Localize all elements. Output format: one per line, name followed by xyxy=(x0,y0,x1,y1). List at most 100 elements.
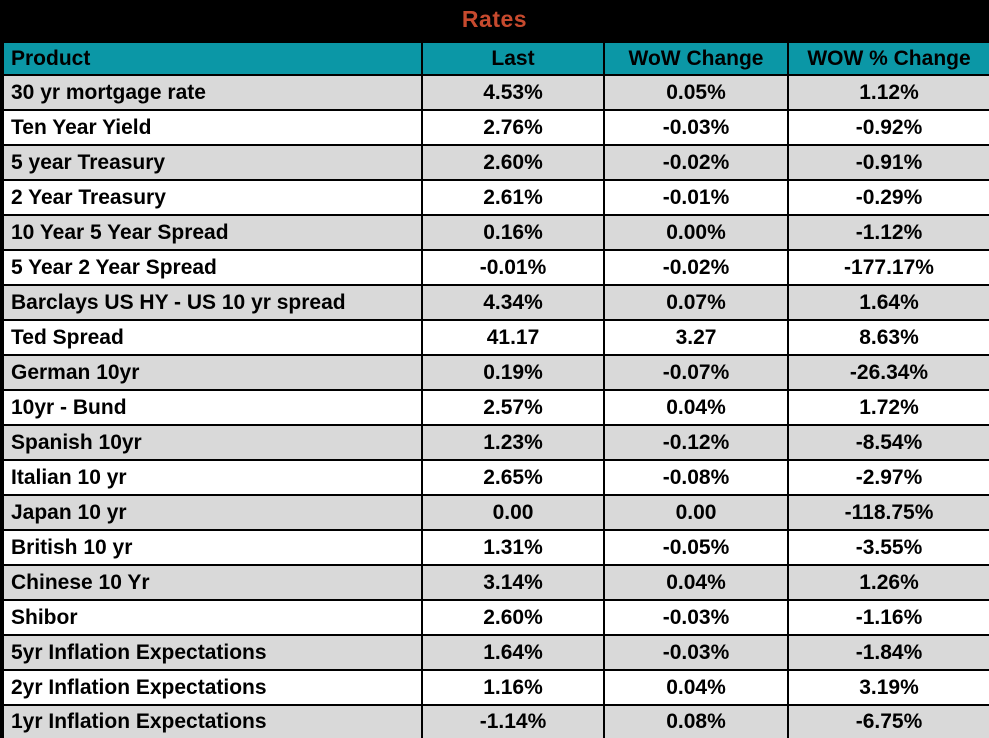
wow-pct-change-cell: 1.64% xyxy=(787,284,989,321)
table-row: 30 yr mortgage rate 4.53% 0.05% 1.12% xyxy=(1,74,989,111)
table-row: 2 Year Treasury 2.61% -0.01% -0.29% xyxy=(1,179,989,216)
wow-change-cell: -0.02% xyxy=(603,144,789,181)
last-cell: 2.65% xyxy=(421,459,605,496)
table-row: 1yr Inflation Expectations -1.14% 0.08% … xyxy=(1,704,989,738)
product-cell: 10yr - Bund xyxy=(1,389,423,426)
product-cell: Italian 10 yr xyxy=(1,459,423,496)
wow-pct-change-cell: -6.75% xyxy=(787,704,989,738)
wow-pct-change-cell: 8.63% xyxy=(787,319,989,356)
column-header-last: Last xyxy=(421,40,605,76)
last-cell: 1.16% xyxy=(421,669,605,706)
product-cell: Barclays US HY - US 10 yr spread xyxy=(1,284,423,321)
product-cell: 5 Year 2 Year Spread xyxy=(1,249,423,286)
last-cell: 2.76% xyxy=(421,109,605,146)
last-cell: 0.19% xyxy=(421,354,605,391)
wow-change-cell: -0.02% xyxy=(603,249,789,286)
wow-pct-change-cell: -3.55% xyxy=(787,529,989,566)
product-cell: 5 year Treasury xyxy=(1,144,423,181)
wow-change-cell: 0.05% xyxy=(603,74,789,111)
table-row: 5yr Inflation Expectations 1.64% -0.03% … xyxy=(1,634,989,671)
table-row: German 10yr 0.19% -0.07% -26.34% xyxy=(1,354,989,391)
last-cell: 2.61% xyxy=(421,179,605,216)
last-cell: 0.00 xyxy=(421,494,605,531)
wow-pct-change-cell: 1.26% xyxy=(787,564,989,601)
wow-change-cell: 3.27 xyxy=(603,319,789,356)
product-cell: German 10yr xyxy=(1,354,423,391)
wow-change-cell: -0.03% xyxy=(603,599,789,636)
table-row: Ted Spread 41.17 3.27 8.63% xyxy=(1,319,989,356)
wow-change-cell: 0.04% xyxy=(603,389,789,426)
wow-pct-change-cell: -2.97% xyxy=(787,459,989,496)
table-row: Chinese 10 Yr 3.14% 0.04% 1.26% xyxy=(1,564,989,601)
wow-pct-change-cell: -1.16% xyxy=(787,599,989,636)
product-cell: Japan 10 yr xyxy=(1,494,423,531)
wow-pct-change-cell: -0.92% xyxy=(787,109,989,146)
wow-change-cell: -0.05% xyxy=(603,529,789,566)
wow-pct-change-cell: -1.84% xyxy=(787,634,989,671)
table-body: 30 yr mortgage rate 4.53% 0.05% 1.12% Te… xyxy=(1,74,989,738)
table-row: 5 Year 2 Year Spread -0.01% -0.02% -177.… xyxy=(1,249,989,286)
wow-change-cell: -0.08% xyxy=(603,459,789,496)
table-row: 5 year Treasury 2.60% -0.02% -0.91% xyxy=(1,144,989,181)
product-cell: Ten Year Yield xyxy=(1,109,423,146)
wow-change-cell: 0.00% xyxy=(603,214,789,251)
last-cell: 2.60% xyxy=(421,599,605,636)
product-cell: 10 Year 5 Year Spread xyxy=(1,214,423,251)
wow-pct-change-cell: -1.12% xyxy=(787,214,989,251)
wow-pct-change-cell: 1.72% xyxy=(787,389,989,426)
wow-change-cell: -0.12% xyxy=(603,424,789,461)
table-row: Spanish 10yr 1.23% -0.12% -8.54% xyxy=(1,424,989,461)
last-cell: 4.53% xyxy=(421,74,605,111)
last-cell: -1.14% xyxy=(421,704,605,738)
table-row: Italian 10 yr 2.65% -0.08% -2.97% xyxy=(1,459,989,496)
page-title: Rates xyxy=(461,6,528,32)
product-cell: 2 Year Treasury xyxy=(1,179,423,216)
table-row: Japan 10 yr 0.00 0.00 -118.75% xyxy=(1,494,989,531)
wow-pct-change-cell: -0.29% xyxy=(787,179,989,216)
last-cell: 41.17 xyxy=(421,319,605,356)
table-row: Ten Year Yield 2.76% -0.03% -0.92% xyxy=(1,109,989,146)
wow-change-cell: 0.04% xyxy=(603,669,789,706)
product-cell: 1yr Inflation Expectations xyxy=(1,704,423,738)
table-header: Product Last WoW Change WOW % Change xyxy=(1,40,989,76)
product-cell: Spanish 10yr xyxy=(1,424,423,461)
last-cell: 0.16% xyxy=(421,214,605,251)
table-row: 10 Year 5 Year Spread 0.16% 0.00% -1.12% xyxy=(1,214,989,251)
product-cell: Shibor xyxy=(1,599,423,636)
wow-change-cell: 0.00 xyxy=(603,494,789,531)
product-cell: Ted Spread xyxy=(1,319,423,356)
wow-change-cell: -0.03% xyxy=(603,634,789,671)
product-cell: 5yr Inflation Expectations xyxy=(1,634,423,671)
table-row: Shibor 2.60% -0.03% -1.16% xyxy=(1,599,989,636)
column-header-wow-change: WoW Change xyxy=(603,40,789,76)
product-cell: 2yr Inflation Expectations xyxy=(1,669,423,706)
product-cell: British 10 yr xyxy=(1,529,423,566)
wow-pct-change-cell: -8.54% xyxy=(787,424,989,461)
wow-pct-change-cell: -177.17% xyxy=(787,249,989,286)
product-cell: 30 yr mortgage rate xyxy=(1,74,423,111)
last-cell: 2.60% xyxy=(421,144,605,181)
wow-pct-change-cell: -26.34% xyxy=(787,354,989,391)
table-row: 2yr Inflation Expectations 1.16% 0.04% 3… xyxy=(1,669,989,706)
last-cell: 2.57% xyxy=(421,389,605,426)
wow-change-cell: 0.04% xyxy=(603,564,789,601)
wow-change-cell: -0.03% xyxy=(603,109,789,146)
rates-table: Product Last WoW Change WOW % Change 30 … xyxy=(0,39,989,738)
title-bar: Rates xyxy=(0,0,989,39)
wow-pct-change-cell: -118.75% xyxy=(787,494,989,531)
wow-change-cell: 0.08% xyxy=(603,704,789,738)
column-header-product: Product xyxy=(1,40,423,76)
wow-pct-change-cell: 3.19% xyxy=(787,669,989,706)
last-cell: -0.01% xyxy=(421,249,605,286)
wow-pct-change-cell: -0.91% xyxy=(787,144,989,181)
last-cell: 1.23% xyxy=(421,424,605,461)
last-cell: 4.34% xyxy=(421,284,605,321)
header-row: Product Last WoW Change WOW % Change xyxy=(1,40,989,76)
last-cell: 1.64% xyxy=(421,634,605,671)
table-row: 10yr - Bund 2.57% 0.04% 1.72% xyxy=(1,389,989,426)
column-header-wow-pct-change: WOW % Change xyxy=(787,40,989,76)
last-cell: 3.14% xyxy=(421,564,605,601)
wow-change-cell: -0.01% xyxy=(603,179,789,216)
table-row: Barclays US HY - US 10 yr spread 4.34% 0… xyxy=(1,284,989,321)
